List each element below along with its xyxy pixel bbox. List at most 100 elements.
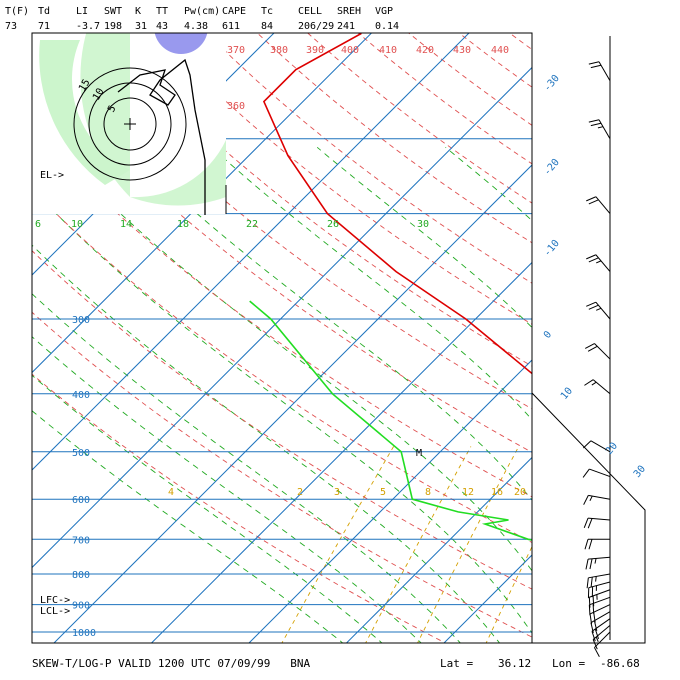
isotherm--30 xyxy=(150,261,532,643)
wind-barb-7 xyxy=(587,581,611,599)
thetae-label-30: 30 xyxy=(417,219,429,230)
dry-adiabat-430 xyxy=(484,0,680,645)
dry-adiabat-310 xyxy=(32,127,532,498)
isotherm-label-0: 0 xyxy=(542,329,554,341)
mixing-ratio-16 xyxy=(656,447,680,645)
header-value-6: 4.38 xyxy=(184,21,208,32)
isotherm--70 xyxy=(32,33,373,374)
moist-adiabat-lines xyxy=(32,146,532,643)
dry-adiabat-440 xyxy=(532,0,680,645)
isotherm--50 xyxy=(32,66,532,569)
theta-label-400: 400 xyxy=(341,45,359,56)
wind-barb-16 xyxy=(585,343,611,360)
dry-adiabat-330 xyxy=(54,33,532,410)
dry-adiabat-460 xyxy=(626,0,680,645)
mixing-ratio-1 xyxy=(281,446,394,643)
wind-barb-17 xyxy=(586,301,611,320)
header-value-4: 31 xyxy=(135,21,147,32)
footer-lon-label: Lon = xyxy=(552,657,585,670)
mixing-ratio-label-6: 16 xyxy=(491,487,503,498)
theta-label-420: 420 xyxy=(416,45,434,56)
theta-label-410: 410 xyxy=(379,45,397,56)
dry-adiabat-390 xyxy=(357,33,532,165)
wind-barb-11 xyxy=(583,517,611,529)
thetae-label-18: 18 xyxy=(177,219,189,230)
moist-adiabat--2 xyxy=(32,336,422,643)
wind-barb-0 xyxy=(594,631,611,657)
temperature-line xyxy=(262,33,532,375)
wind-barb-9 xyxy=(585,556,611,570)
moist-adiabat--10 xyxy=(32,410,344,643)
hodograph-trace xyxy=(117,58,206,215)
isotherm--20 xyxy=(248,359,532,643)
dry-adiabat-270 xyxy=(32,373,447,643)
mixing-ratio-lines xyxy=(281,446,680,645)
hodograph-ring-5 xyxy=(103,97,157,151)
pressure-label-300: 300 xyxy=(72,315,90,326)
pressure-label-900: 900 xyxy=(72,601,90,612)
pressure-label-400: 400 xyxy=(72,390,90,401)
header-value-2: -3.7 xyxy=(76,21,100,32)
header-value-1: 71 xyxy=(38,21,50,32)
footer-lat-label: Lat = xyxy=(440,657,473,670)
header-label-4: K xyxy=(135,6,141,17)
hodograph-ring-label-5: 5 xyxy=(106,104,119,115)
moist-adiabat-14 xyxy=(53,146,532,572)
moist-adiabat-2 xyxy=(32,293,461,643)
mixing-ratio-3 xyxy=(417,446,520,643)
isotherm--10 xyxy=(345,456,532,643)
hodograph-shaded-region xyxy=(80,33,226,206)
wind-barb-20 xyxy=(588,119,611,140)
theta-label-370: 370 xyxy=(227,45,245,56)
wind-barbs xyxy=(582,61,611,657)
wind-barb-19 xyxy=(586,196,611,214)
wind-barb-2 xyxy=(591,618,611,642)
mixing-ratio-5 xyxy=(485,545,532,643)
thetae-label-22: 22 xyxy=(246,219,258,230)
theta-label-390: 390 xyxy=(306,45,324,56)
isotherm-label--20: -20 xyxy=(542,157,562,178)
dry-adiabat-450 xyxy=(579,0,680,645)
wind-barb-13 xyxy=(582,468,611,478)
wind-barb-12 xyxy=(583,494,611,505)
wind-barb-10 xyxy=(584,538,610,550)
mixing-ratio-label-1: 2 xyxy=(297,487,303,498)
wind-barb-8 xyxy=(586,573,611,589)
thetae-label-10: 10 xyxy=(71,219,83,230)
mixing-ratio-label-5: 12 xyxy=(462,487,474,498)
mixing-ratio-2 xyxy=(365,446,472,643)
hodograph-ring-label-10: 10 xyxy=(91,87,107,103)
header-label-8: Tc xyxy=(261,6,273,17)
pressure-label-500: 500 xyxy=(72,448,90,459)
dry-adiabat-370 xyxy=(256,33,532,244)
dry-adiabat-470 xyxy=(674,0,680,645)
footer-lat: 36.12 xyxy=(498,657,531,670)
moist-adiabat-22 xyxy=(211,146,532,421)
header-label-9: CELL xyxy=(298,6,322,17)
barb-panel-border xyxy=(531,392,646,644)
header-label-5: TT xyxy=(156,6,168,17)
mixing-ratio-label-2: 3 xyxy=(334,487,340,498)
wind-barb-15 xyxy=(584,379,611,395)
header-value-5: 43 xyxy=(156,21,168,32)
isotherm--60 xyxy=(32,33,470,471)
header-label-1: Td xyxy=(38,6,50,17)
dry-adiabat-360 xyxy=(206,33,532,284)
footer-title: SKEW-T/LOG-P VALID 1200 UTC 07/09/99 BNA xyxy=(32,657,311,670)
pressure-label-600: 600 xyxy=(72,495,90,506)
pressure-label-700: 700 xyxy=(72,535,90,546)
header-label-7: CAPE xyxy=(222,6,246,17)
hodograph-ring-15 xyxy=(73,67,187,181)
moist-adiabat-6 xyxy=(32,244,501,643)
wind-barb-14 xyxy=(583,440,611,453)
footer-lon: -86.68 xyxy=(600,657,640,670)
isotherm-label-20: 20 xyxy=(604,441,620,457)
mixing-ratio-8 xyxy=(552,447,643,645)
theta-label-430: 430 xyxy=(453,45,471,56)
header-indices: T(F) 73 Td 71 LI -3.7 SWT 198 K 31 TT 43 Pw(cm) 4.38 C… xyxy=(5,6,399,32)
isotherm-label--10: -10 xyxy=(542,238,562,259)
moist-adiabat-26 xyxy=(316,146,532,329)
theta-label-440: 440 xyxy=(491,45,509,56)
header-label-0: T(F) xyxy=(5,6,29,17)
